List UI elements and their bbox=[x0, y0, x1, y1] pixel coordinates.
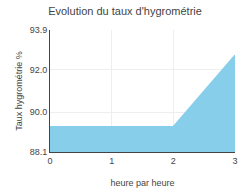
svg-text:92.0: 92.0 bbox=[30, 65, 48, 75]
svg-text:Evolution du taux d'hygrométri: Evolution du taux d'hygrométrie bbox=[48, 5, 202, 17]
svg-text:90.0: 90.0 bbox=[30, 107, 48, 117]
svg-text:88.1: 88.1 bbox=[30, 147, 48, 157]
svg-text:heure par heure: heure par heure bbox=[110, 178, 174, 188]
svg-text:93.9: 93.9 bbox=[30, 25, 48, 35]
svg-text:2: 2 bbox=[171, 156, 176, 166]
svg-text:1: 1 bbox=[109, 156, 114, 166]
svg-text:3: 3 bbox=[232, 156, 237, 166]
svg-text:Taux hygrométrie %: Taux hygrométrie % bbox=[14, 51, 24, 131]
svg-text:0: 0 bbox=[47, 156, 52, 166]
